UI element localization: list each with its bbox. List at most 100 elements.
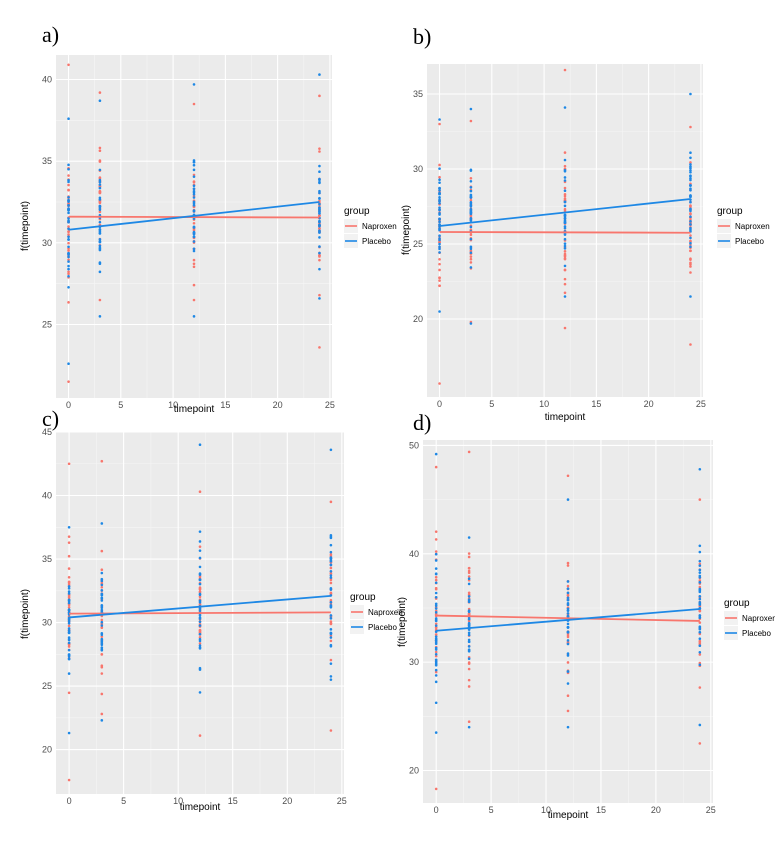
- data-point-naproxen: [100, 672, 104, 675]
- data-point-placebo: [566, 622, 570, 626]
- data-point-naproxen: [67, 247, 70, 250]
- data-point-placebo: [329, 636, 333, 639]
- data-point-placebo: [198, 620, 202, 624]
- data-point-placebo: [434, 572, 438, 576]
- data-point-placebo: [689, 165, 692, 168]
- data-point-placebo: [563, 219, 567, 222]
- data-point-naproxen: [566, 661, 570, 664]
- data-point-naproxen: [198, 628, 202, 632]
- data-point-placebo: [100, 632, 104, 635]
- data-point-placebo: [329, 534, 333, 537]
- x-tick-label: 0: [66, 400, 71, 410]
- data-point-placebo: [698, 576, 702, 579]
- data-point-placebo: [98, 220, 102, 224]
- data-point-placebo: [563, 106, 567, 109]
- data-point-placebo: [438, 181, 441, 184]
- data-point-placebo: [67, 731, 71, 735]
- data-point-placebo: [100, 593, 104, 596]
- data-point-naproxen: [67, 63, 70, 67]
- data-point-placebo: [467, 622, 471, 626]
- y-axis-title-a: f(timepoint): [20, 201, 31, 251]
- data-point-placebo: [469, 210, 473, 214]
- data-point-naproxen: [689, 239, 692, 243]
- data-point-placebo: [566, 652, 570, 655]
- x-tick-label: 25: [706, 805, 716, 815]
- data-point-naproxen: [469, 255, 473, 258]
- legend-title: group: [350, 592, 376, 603]
- data-point-placebo: [98, 183, 102, 186]
- legend-label-placebo: Placebo: [368, 623, 397, 632]
- data-point-naproxen: [192, 262, 196, 266]
- data-point-naproxen: [329, 622, 333, 626]
- data-point-placebo: [566, 580, 570, 583]
- data-point-placebo: [67, 178, 70, 182]
- data-point-placebo: [467, 649, 471, 653]
- data-point-naproxen: [469, 233, 473, 237]
- data-point-placebo: [698, 614, 702, 617]
- data-point-naproxen: [563, 68, 567, 72]
- data-point-placebo: [563, 168, 567, 172]
- data-point-placebo: [100, 624, 104, 627]
- data-point-naproxen: [329, 592, 333, 595]
- x-tick-label: 20: [273, 400, 283, 410]
- data-point-naproxen: [698, 686, 702, 689]
- data-point-placebo: [198, 668, 202, 671]
- data-point-naproxen: [698, 579, 702, 582]
- data-point-naproxen: [100, 549, 104, 553]
- data-point-placebo: [100, 648, 104, 652]
- data-point-placebo: [469, 107, 473, 111]
- data-point-naproxen: [563, 277, 567, 281]
- data-point-placebo: [689, 174, 692, 177]
- data-point-naproxen: [689, 262, 692, 266]
- data-point-placebo: [192, 187, 196, 191]
- legend-label-naproxen: Naproxen: [742, 614, 775, 623]
- data-point-placebo: [318, 197, 321, 200]
- data-point-placebo: [698, 625, 702, 628]
- data-point-naproxen: [434, 578, 438, 582]
- data-point-placebo: [438, 220, 441, 224]
- data-point-placebo: [198, 540, 202, 543]
- x-tick-label: 5: [118, 400, 123, 410]
- data-point-placebo: [566, 587, 570, 591]
- data-point-naproxen: [563, 164, 567, 168]
- data-point-placebo: [192, 163, 196, 167]
- data-point-placebo: [67, 264, 70, 268]
- data-point-naproxen: [318, 227, 321, 230]
- data-point-placebo: [438, 167, 441, 170]
- data-point-placebo: [67, 163, 70, 167]
- data-point-naproxen: [100, 664, 104, 667]
- data-point-naproxen: [192, 265, 196, 269]
- data-point-placebo: [318, 229, 321, 232]
- x-tick-label: 15: [591, 399, 601, 409]
- data-point-placebo: [434, 602, 438, 606]
- data-point-placebo: [563, 264, 567, 268]
- data-point-placebo: [438, 247, 441, 251]
- data-point-placebo: [434, 611, 438, 614]
- data-point-placebo: [467, 598, 471, 601]
- data-point-placebo: [469, 225, 473, 229]
- y-tick-label: 35: [42, 156, 52, 166]
- data-point-placebo: [318, 211, 321, 215]
- data-point-naproxen: [566, 584, 570, 588]
- data-point-naproxen: [563, 250, 567, 253]
- data-point-placebo: [469, 216, 473, 220]
- data-point-naproxen: [434, 633, 438, 637]
- data-point-naproxen: [100, 626, 104, 630]
- data-point-placebo: [566, 654, 570, 657]
- data-point-placebo: [100, 620, 104, 624]
- data-point-placebo: [67, 253, 70, 256]
- data-point-placebo: [67, 619, 71, 623]
- data-point-naproxen: [467, 661, 471, 664]
- data-point-placebo: [698, 627, 702, 631]
- chart-panel-a: a) 25 30 35 40 0 5 10 15 20 25 timepoint…: [20, 22, 397, 415]
- data-point-placebo: [100, 583, 104, 587]
- data-point-placebo: [438, 198, 441, 201]
- y-tick-labels-b: 20 25 30 35: [413, 89, 423, 324]
- data-point-placebo: [434, 731, 438, 734]
- data-point-placebo: [67, 267, 70, 271]
- data-point-placebo: [67, 260, 70, 263]
- data-point-placebo: [438, 186, 441, 190]
- data-point-placebo: [329, 448, 333, 452]
- data-point-naproxen: [100, 568, 104, 572]
- data-point-placebo: [192, 209, 196, 213]
